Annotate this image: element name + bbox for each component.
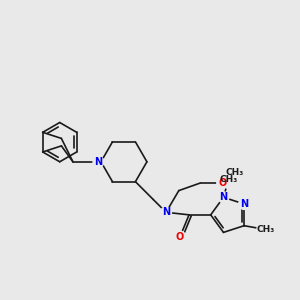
Circle shape [175,231,185,242]
Circle shape [218,192,229,203]
Circle shape [239,199,250,209]
Circle shape [217,178,228,188]
Circle shape [93,156,104,167]
Text: CH₃: CH₃ [226,168,244,177]
Circle shape [257,221,274,238]
Text: CH₃: CH₃ [257,225,275,234]
Text: N: N [240,199,248,209]
Text: N: N [94,157,103,167]
Circle shape [220,171,237,188]
Circle shape [161,207,172,218]
Text: O: O [218,178,226,188]
Text: CH₃: CH₃ [219,175,238,184]
Text: N: N [162,207,170,217]
Circle shape [226,164,244,182]
Text: O: O [176,232,184,242]
Text: N: N [219,192,227,202]
